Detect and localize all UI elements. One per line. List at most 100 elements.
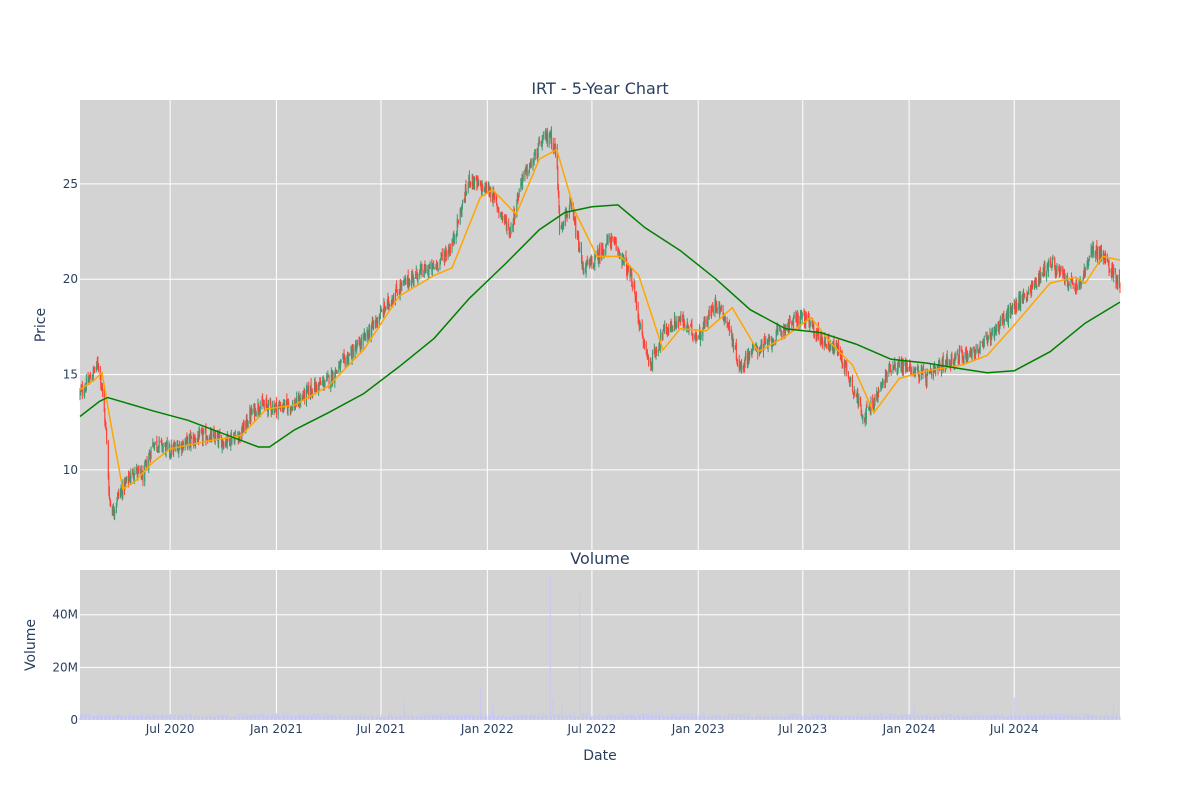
candle-body-up: [388, 303, 390, 307]
candle-body-up: [180, 443, 182, 448]
volume-bar: [617, 714, 619, 720]
volume-bar: [208, 715, 210, 720]
candle-body-up: [776, 328, 778, 333]
volume-bar: [545, 713, 547, 720]
candle-body-down: [1067, 284, 1069, 288]
volume-y-tick-label: 20M: [52, 660, 78, 674]
volume-bar: [982, 714, 984, 720]
candle-body-up: [579, 246, 581, 253]
volume-bar: [659, 714, 661, 720]
candle-body-down: [465, 184, 467, 193]
candle-body-down: [641, 323, 643, 334]
volume-bar: [829, 715, 831, 720]
candle-body-down: [291, 406, 293, 411]
volume-bar: [712, 717, 714, 720]
volume-bar: [854, 717, 856, 720]
volume-bar: [383, 716, 385, 720]
volume-bar: [324, 714, 326, 720]
volume-bar: [80, 713, 82, 720]
volume-bar: [971, 716, 973, 720]
candle-body-up: [752, 347, 754, 353]
candle-body-up: [1075, 288, 1077, 292]
volume-bar: [247, 717, 249, 720]
candle-body-up: [784, 330, 786, 332]
candle-body-down: [857, 400, 859, 407]
volume-bar: [441, 716, 443, 720]
candle-body-down: [791, 324, 793, 326]
candle-body-up: [368, 329, 370, 338]
volume-bar: [399, 717, 401, 720]
volume-bar: [962, 717, 964, 720]
candle-body-down: [320, 382, 322, 384]
volume-bar: [189, 716, 191, 720]
candle-body-up: [1083, 269, 1085, 276]
candle-body-down: [166, 442, 168, 445]
candle-body-down: [1011, 307, 1013, 314]
volume-bar: [898, 714, 900, 720]
volume-bar: [520, 715, 522, 720]
candle-body-up: [704, 321, 706, 329]
volume-bar: [449, 714, 451, 720]
candle-body-down: [631, 274, 633, 287]
volume-bar: [906, 713, 908, 720]
candle-body-up: [792, 323, 794, 325]
volume-bar: [1025, 714, 1027, 720]
candle-body-up: [259, 406, 261, 413]
volume-bar: [648, 713, 650, 720]
candle-body-up: [589, 259, 591, 265]
volume-bar: [753, 717, 755, 720]
candle-body-up: [238, 432, 240, 437]
candle-body-down: [186, 436, 188, 438]
volume-bar: [417, 714, 419, 720]
candle-body-up: [253, 405, 255, 413]
volume-bar: [125, 716, 127, 720]
volume-bar: [323, 716, 325, 720]
candle-body-down: [545, 136, 547, 142]
volume-bar: [530, 714, 532, 720]
volume-bar: [286, 714, 288, 720]
candle-body-up: [1048, 260, 1050, 267]
volume-bar: [752, 716, 754, 720]
candle-body-down: [383, 302, 385, 311]
candle-body-up: [627, 264, 629, 275]
volume-bar: [809, 716, 811, 720]
volume-bar: [233, 716, 235, 720]
candle-body-up: [537, 154, 539, 161]
volume-bar: [121, 714, 123, 720]
candle-body-up: [714, 299, 716, 313]
volume-bar: [961, 716, 963, 720]
volume-bar: [456, 715, 458, 720]
candle-body-up: [660, 332, 662, 348]
candle-body-up: [193, 436, 195, 446]
candle-body-up: [745, 353, 747, 359]
volume-bar: [771, 716, 773, 720]
volume-bar: [1107, 716, 1109, 720]
candle-body-up: [905, 362, 907, 372]
candle-body-up: [420, 266, 422, 271]
volume-bar: [303, 713, 305, 720]
volume-bar: [229, 716, 231, 720]
candle-body-down: [573, 214, 575, 219]
candle-body-down: [788, 323, 790, 329]
volume-bar: [433, 714, 435, 720]
candle-body-up: [230, 435, 232, 447]
volume-bar: [513, 715, 515, 720]
volume-bar: [204, 716, 206, 720]
volume-bar: [914, 715, 916, 720]
candle-body-down: [630, 271, 632, 275]
candle-body-up: [520, 183, 522, 187]
candle-body-up: [510, 225, 512, 235]
candle-body-down: [1016, 302, 1018, 308]
volume-bar: [219, 716, 221, 720]
candle-body-up: [735, 346, 737, 348]
volume-bar: [93, 715, 95, 720]
volume-bar: [1118, 716, 1120, 720]
volume-bar: [940, 714, 942, 720]
volume-bar: [808, 716, 810, 720]
volume-bar: [563, 714, 565, 720]
candle-body-up: [290, 407, 292, 410]
candle-body-down: [311, 390, 313, 395]
candle-body-up: [301, 396, 303, 400]
volume-bar: [896, 714, 898, 720]
volume-bar: [359, 713, 361, 720]
